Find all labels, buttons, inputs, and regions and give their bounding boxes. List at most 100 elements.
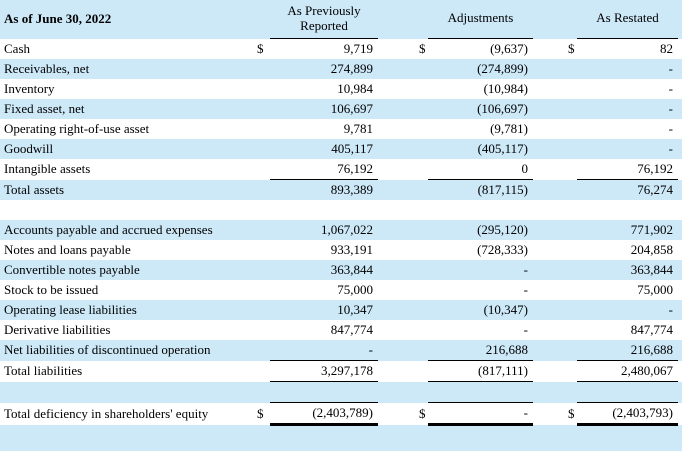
column-gap — [533, 425, 563, 451]
column-gap — [533, 220, 563, 240]
currency-symbol — [252, 200, 270, 220]
currency-symbol — [414, 99, 428, 119]
column-gap — [533, 99, 563, 119]
column-gap — [678, 240, 682, 260]
header-spacer — [252, 0, 270, 39]
cell-value: 933,191 — [270, 240, 378, 260]
table-row: Net liabilities of discontinued operatio… — [0, 340, 682, 361]
row-label: Receivables, net — [0, 59, 252, 79]
cell-value: 216,688 — [428, 340, 533, 361]
cell-value: 106,697 — [270, 99, 378, 119]
column-gap — [533, 403, 563, 425]
cell-value: (106,697) — [428, 99, 533, 119]
currency-symbol — [563, 139, 577, 159]
row-label: Inventory — [0, 79, 252, 99]
column-gap — [533, 340, 563, 361]
cell-value: 847,774 — [270, 320, 378, 340]
currency-symbol — [414, 59, 428, 79]
blank-row — [0, 200, 682, 220]
row-label: Accounts payable and accrued expenses — [0, 220, 252, 240]
cell-value: 771,902 — [577, 220, 678, 240]
cell-value — [428, 425, 533, 451]
column-gap — [678, 180, 682, 201]
header-gap — [378, 0, 414, 39]
row-label — [0, 200, 252, 220]
table-row: Cash$9,719$(9,637)$82 — [0, 39, 682, 60]
column-gap — [678, 403, 682, 425]
currency-symbol — [252, 220, 270, 240]
currency-symbol: $ — [563, 403, 577, 425]
column-gap — [678, 260, 682, 280]
column-gap — [678, 340, 682, 361]
blank-row — [0, 382, 682, 403]
column-gap — [378, 59, 414, 79]
currency-symbol — [563, 240, 577, 260]
currency-symbol — [563, 320, 577, 340]
currency-symbol — [414, 139, 428, 159]
cell-value — [577, 200, 678, 220]
row-label: Intangible assets — [0, 159, 252, 180]
column-header-as-restated: As Restated — [577, 0, 678, 39]
column-gap — [378, 403, 414, 425]
currency-symbol — [563, 200, 577, 220]
column-gap — [378, 320, 414, 340]
currency-symbol — [414, 382, 428, 403]
row-label: Operating right-of-use asset — [0, 119, 252, 139]
cell-value — [270, 425, 378, 451]
column-gap — [378, 280, 414, 300]
table-header: As of June 30, 2022 As Previously Report… — [0, 0, 682, 39]
currency-symbol — [252, 99, 270, 119]
column-gap — [533, 300, 563, 320]
header-spacer — [563, 0, 577, 39]
column-gap — [378, 139, 414, 159]
column-gap — [533, 361, 563, 382]
cell-value: (817,111) — [428, 361, 533, 382]
cell-value: (10,347) — [428, 300, 533, 320]
cell-value: 893,389 — [270, 180, 378, 201]
header-gap — [678, 0, 682, 39]
currency-symbol — [563, 180, 577, 201]
column-gap — [533, 260, 563, 280]
currency-symbol — [252, 139, 270, 159]
currency-symbol — [414, 119, 428, 139]
row-label: Total deficiency in shareholders' equity — [0, 403, 252, 425]
cell-value: 2,480,067 — [577, 361, 678, 382]
column-gap — [678, 280, 682, 300]
currency-symbol — [563, 425, 577, 451]
cell-value — [428, 382, 533, 403]
column-gap — [378, 240, 414, 260]
column-gap — [533, 180, 563, 201]
currency-symbol — [414, 320, 428, 340]
currency-symbol — [414, 180, 428, 201]
column-gap — [678, 220, 682, 240]
cell-value: 1,067,022 — [270, 220, 378, 240]
cell-value — [270, 200, 378, 220]
column-gap — [678, 39, 682, 60]
cell-value: 82 — [577, 39, 678, 60]
header-spacer — [414, 0, 428, 39]
cell-value: 75,000 — [577, 280, 678, 300]
currency-symbol — [414, 159, 428, 180]
column-gap — [533, 240, 563, 260]
row-label: Net liabilities of discontinued operatio… — [0, 340, 252, 361]
blank-row — [0, 425, 682, 451]
currency-symbol — [252, 300, 270, 320]
cell-value: - — [270, 340, 378, 361]
column-gap — [378, 361, 414, 382]
column-gap — [533, 59, 563, 79]
column-gap — [678, 79, 682, 99]
column-gap — [533, 382, 563, 403]
cell-value: 76,274 — [577, 180, 678, 201]
column-gap — [678, 361, 682, 382]
header-row: As of June 30, 2022 As Previously Report… — [0, 0, 682, 39]
currency-symbol — [563, 79, 577, 99]
currency-symbol: $ — [414, 403, 428, 425]
cell-value: 363,844 — [270, 260, 378, 280]
cell-value: (9,637) — [428, 39, 533, 60]
column-gap — [533, 79, 563, 99]
